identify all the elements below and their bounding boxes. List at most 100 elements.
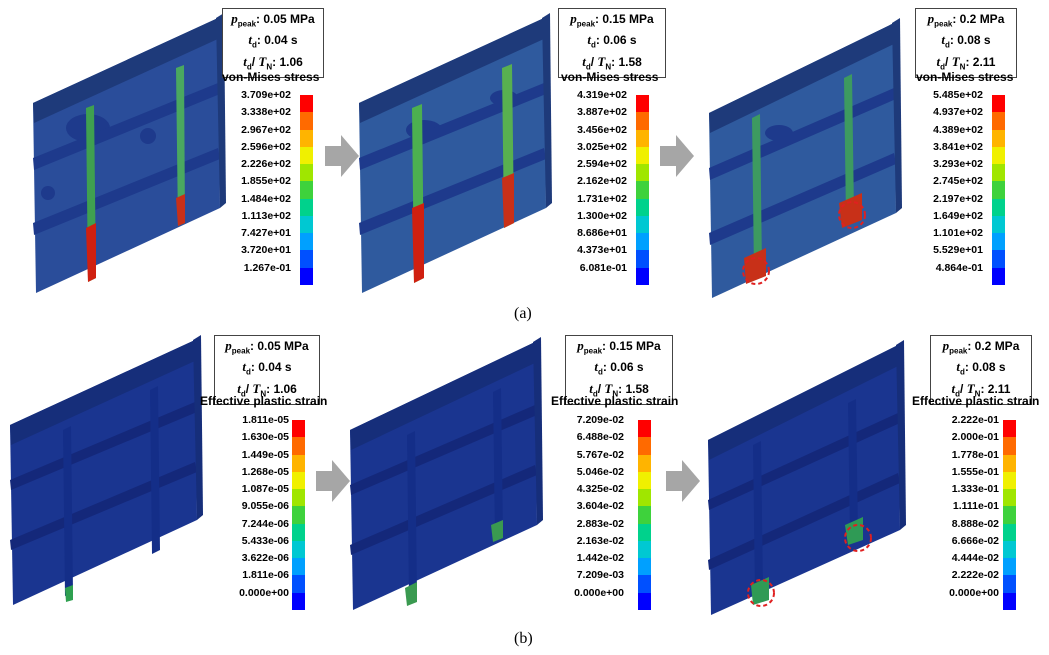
- colorbar-segment: [300, 112, 313, 130]
- colorbar-segment: [292, 592, 305, 610]
- colorbar-tick-label: 2.594e+02: [577, 158, 627, 171]
- colorbar-segment: [638, 540, 651, 559]
- colorbar-segment: [300, 267, 313, 285]
- strain-model-b2: [350, 337, 543, 610]
- colorbar-tick-label: 1.267e-01: [243, 261, 291, 274]
- colorbar-tick-label: 3.293e+02: [933, 158, 983, 171]
- arrow-icon: [316, 460, 350, 502]
- colorbar-tick-label: 4.373e+01: [577, 244, 627, 257]
- legend-title-b2: Effective plastic strain: [551, 394, 679, 408]
- colorbar-segment: [992, 95, 1005, 113]
- colorbar-tick-label: 7.427e+01: [241, 227, 291, 240]
- colorbar-segment: [300, 198, 313, 216]
- colorbar-tick-label: 1.101e+02: [933, 227, 983, 240]
- colorbar-segment: [992, 267, 1005, 285]
- colorbar-tick-label: 2.596e+02: [241, 140, 291, 153]
- colorbar-tick-label: 4.389e+02: [933, 123, 983, 136]
- stress-model-a1: [33, 13, 226, 293]
- legend-title-a2: von-Mises stress: [561, 70, 659, 84]
- colorbar-a1: [300, 95, 313, 285]
- colorbar-a2: [636, 95, 649, 285]
- colorbar-segment: [1003, 592, 1016, 610]
- colorbar-tick-label: 3.887e+02: [577, 106, 627, 119]
- colorbar-segment: [292, 540, 305, 559]
- colorbar-segment: [638, 489, 651, 507]
- colorbar-segment: [992, 215, 1005, 234]
- colorbar-tick-label: 2.226e+02: [241, 158, 291, 171]
- arrow-icon: [325, 135, 359, 177]
- legend-title-b1: Effective plastic strain: [200, 394, 328, 408]
- caption-a: (a): [514, 305, 532, 322]
- colorbar-segment: [292, 454, 305, 472]
- colorbar-tick-label: 4.325e-02: [576, 483, 624, 496]
- colorbar-tick-label: 1.087e-05: [241, 483, 289, 496]
- colorbar-tick-label: 2.162e+02: [577, 175, 627, 188]
- colorbar-segment: [992, 250, 1005, 268]
- colorbar-segment: [992, 129, 1005, 147]
- colorbar-segment: [300, 250, 313, 268]
- colorbar-segment: [292, 489, 305, 507]
- colorbar-tick-label: 1.333e-01: [951, 483, 999, 496]
- colorbar-segment: [638, 506, 651, 524]
- colorbar-segment: [1003, 454, 1016, 472]
- colorbar-segment: [300, 164, 313, 182]
- colorbar-segment: [300, 146, 313, 165]
- colorbar-tick-label: 1.449e-05: [241, 448, 289, 461]
- colorbar-segment: [1003, 437, 1016, 455]
- colorbar-tick-label: 1.555e-01: [951, 465, 999, 478]
- colorbar-tick-label: 5.433e-06: [241, 534, 289, 547]
- colorbar-segment: [292, 575, 305, 593]
- colorbar-segment: [992, 164, 1005, 182]
- colorbar-segment: [636, 95, 649, 113]
- params-box-b2: ppeak: 0.15 MPa td: 0.06 s td/ TN: 1.58: [565, 335, 673, 406]
- colorbar-segment: [1003, 471, 1016, 490]
- colorbar-tick-label: 6.081e-01: [579, 261, 627, 274]
- colorbar-tick-label: 3.456e+02: [577, 123, 627, 136]
- colorbar-segment: [992, 181, 1005, 199]
- colorbar-segment: [638, 420, 651, 438]
- colorbar-tick-label: 1.811e-05: [242, 414, 289, 426]
- legend-title-b3: Effective plastic strain: [912, 394, 1040, 408]
- colorbar-tick-label: 3.841e+02: [933, 140, 983, 153]
- colorbar-segment: [636, 146, 649, 165]
- colorbar-tick-label: 5.529e+01: [933, 244, 983, 257]
- colorbar-segment: [1003, 489, 1016, 507]
- colorbar-b3: [1003, 420, 1016, 610]
- colorbar-tick-label: 7.209e-03: [576, 569, 624, 582]
- params-box-a1: ppeak: 0.05 MPa td: 0.04 s td/ TN: 1.06: [222, 8, 324, 79]
- colorbar-segment: [300, 129, 313, 147]
- colorbar-segment: [1003, 420, 1016, 438]
- colorbar-segment: [292, 523, 305, 541]
- legend-title-a3: von-Mises stress: [916, 70, 1014, 84]
- colorbar-segment: [638, 575, 651, 593]
- colorbar-tick-label: 5.485e+02: [933, 89, 983, 101]
- colorbar-tick-label: 3.604e-02: [576, 500, 624, 513]
- colorbar-segment: [292, 471, 305, 490]
- colorbar-b1: [292, 420, 305, 610]
- colorbar-tick-label: 7.209e-02: [576, 414, 624, 426]
- colorbar-segment: [638, 523, 651, 541]
- colorbar-tick-label: 1.855e+02: [241, 175, 291, 188]
- colorbar-segment: [300, 215, 313, 234]
- colorbar-segment: [638, 471, 651, 490]
- stress-model-a3: [709, 18, 902, 298]
- colorbar-segment: [636, 129, 649, 147]
- colorbar-segment: [636, 233, 649, 251]
- colorbar-tick-label: 1.111e-01: [952, 500, 999, 513]
- colorbar-tick-label: 9.055e-06: [241, 500, 289, 513]
- colorbar-segment: [1003, 575, 1016, 593]
- colorbar-tick-label: 1.268e-05: [241, 465, 289, 478]
- strain-model-b1: [10, 335, 203, 605]
- colorbar-tick-label: 7.244e-06: [241, 517, 289, 530]
- colorbar-segment: [636, 215, 649, 234]
- colorbar-tick-label: 6.666e-02: [951, 534, 999, 547]
- colorbar-segment: [292, 420, 305, 438]
- colorbar-segment: [636, 198, 649, 216]
- colorbar-segment: [638, 437, 651, 455]
- colorbar-segment: [300, 95, 313, 113]
- colorbar-segment: [1003, 523, 1016, 541]
- colorbar-tick-label: 2.197e+02: [933, 192, 983, 205]
- colorbar-b2: [638, 420, 651, 610]
- colorbar-segment: [638, 592, 651, 610]
- colorbar-segment: [636, 250, 649, 268]
